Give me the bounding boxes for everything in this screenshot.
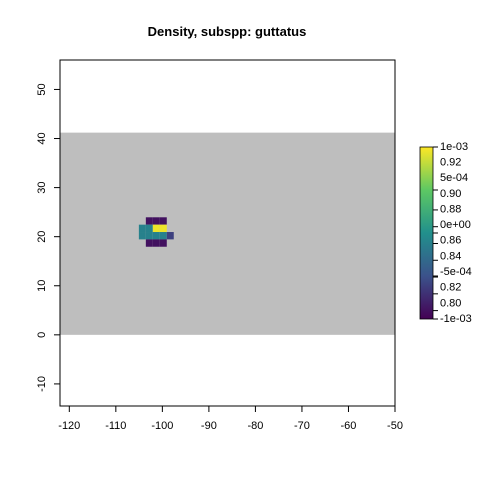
x-tick-label: -120 [58,420,80,432]
colorbar-tick-label: 0.88 [440,203,461,215]
density-cell [159,232,167,240]
y-tick-label: 30 [36,181,48,193]
density-cell [159,239,167,247]
density-cell [152,217,160,225]
x-tick-label: -70 [294,420,310,432]
density-cell [145,224,153,233]
x-tick-label: -50 [387,420,403,432]
y-tick-label: 10 [36,280,48,292]
y-tick-label: -10 [36,376,48,392]
colorbar-tick-label: -5e-04 [440,266,472,278]
colorbar-tick-label: 5e-04 [440,172,468,184]
colorbar-tick-label: 0.84 [440,250,461,262]
colorbar-tick-label: 0.80 [440,297,461,309]
density-cell [145,217,153,225]
colorbar-tick-label: 0.92 [440,157,461,169]
x-tick-label: -90 [201,420,217,432]
colorbar-tick-label: 0.82 [440,282,461,294]
y-tick-label: 40 [36,132,48,144]
y-tick-label: 0 [36,332,48,338]
density-cells [138,217,174,247]
density-cell [152,239,160,247]
x-axis: -120 -110 -100 -90 -80 -70 -60 -50 [58,405,403,432]
density-cell [159,224,167,233]
x-tick-label: -110 [105,420,126,432]
density-cell [152,232,160,240]
x-tick-label: -60 [341,420,357,432]
density-cell [138,232,146,240]
density-cell [166,232,174,240]
density-cell [145,232,153,240]
colorbar-tick-label: -1e-03 [440,313,472,325]
plot-background [60,132,395,335]
colorbar-ramp [419,146,434,320]
x-tick-label: -100 [151,420,173,432]
colorbar-tick-label: 1e-03 [440,141,468,153]
density-cell [159,217,167,225]
land-mask-band [60,132,395,335]
colorbar-tick-label: 0e+00 [440,219,471,231]
density-cell [138,224,146,233]
x-tick-label: -80 [247,420,263,432]
colorbar-tick-label: 0.90 [440,188,461,200]
colorbar-tick-label: 0.86 [440,235,461,247]
chart-title: Density, subspp: guttatus [148,24,307,39]
y-tick-label: 50 [36,83,48,95]
density-cell [145,239,153,247]
density-cell [152,224,160,233]
y-tick-label: 20 [36,231,48,243]
y-axis: -10 0 10 20 30 40 50 [36,83,61,392]
colorbar-legend: 1e-03 0.92 5e-04 0.90 0.88 0e+00 0.86 0.84 -5e-0… [419,141,472,325]
